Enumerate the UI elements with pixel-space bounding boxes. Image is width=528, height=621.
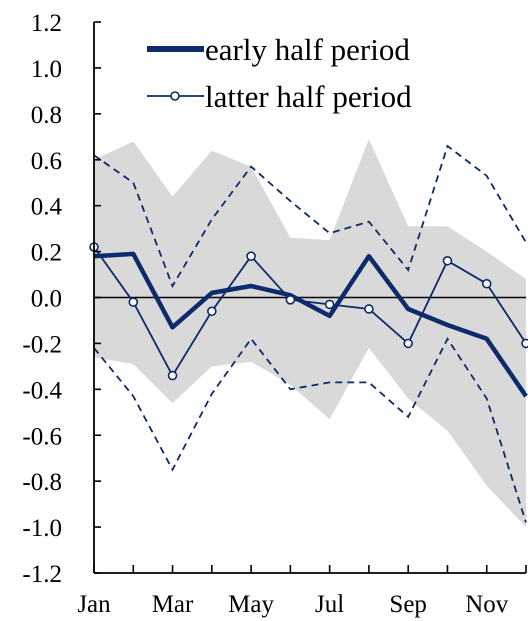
x-axis: Jan Mar May Jul Sep Nov: [77, 565, 527, 618]
y-tick-label: -1.2: [22, 561, 62, 588]
data-point-latter-half-period: [442, 255, 453, 266]
x-tick-label: May: [228, 591, 274, 618]
series-line-latter-half-period: [93, 246, 527, 378]
y-tick-label: -0.6: [22, 423, 62, 450]
y-tick-label: -0.8: [22, 469, 62, 496]
x-tick-label: Nov: [465, 591, 509, 618]
early-period-band-layer: [94, 139, 526, 528]
latter-period-band-layer: [93, 144, 527, 523]
y-axis: 1.2 1.0 0.8 0.6 0.4 0.2 0.0 -0.2 -0.4 -0.6 -0.8 -1.…: [22, 10, 101, 588]
y-tick-label: 0.4: [31, 194, 63, 221]
x-tick-label: Mar: [152, 591, 194, 618]
y-tick-label: 0.6: [31, 148, 62, 175]
early-period-confidence-band: [94, 139, 526, 528]
data-point-latter-half-period: [521, 338, 528, 349]
legend-marker-latter-half-period: [170, 91, 180, 101]
data-point-latter-half-period: [285, 294, 296, 305]
series-layer: [89, 242, 528, 398]
latter-period-lower-bound: [93, 337, 527, 523]
x-tick-label: Sep: [389, 591, 427, 618]
y-tick-label: 1.2: [31, 10, 62, 37]
data-point-latter-half-period: [207, 306, 217, 317]
y-tick-label: -0.2: [22, 331, 62, 358]
y-tick-label: 1.0: [31, 56, 62, 83]
data-point-latter-half-period: [128, 297, 139, 307]
x-tick-label: Jan: [77, 591, 111, 618]
y-tick-label: -1.0: [22, 515, 62, 542]
series-line-early-half-period: [93, 251, 528, 398]
legend-label-latter-half-period: latter half period: [205, 79, 412, 114]
data-point-latter-half-period: [481, 278, 492, 289]
y-tick-label: 0.0: [31, 286, 62, 313]
x-tick-label: Jul: [315, 591, 344, 618]
data-point-latter-half-period: [246, 251, 256, 261]
data-point-latter-half-period: [167, 370, 178, 381]
y-tick-label: 0.8: [31, 102, 62, 129]
data-point-latter-half-period: [364, 304, 374, 314]
y-tick-label: -0.4: [22, 377, 62, 404]
y-tick-label: 0.2: [31, 240, 62, 267]
legend: early half period latter half period: [147, 32, 412, 114]
legend-label-early-half-period: early half period: [205, 32, 410, 67]
data-point-latter-half-period: [324, 299, 335, 310]
data-point-latter-half-period: [403, 338, 413, 349]
